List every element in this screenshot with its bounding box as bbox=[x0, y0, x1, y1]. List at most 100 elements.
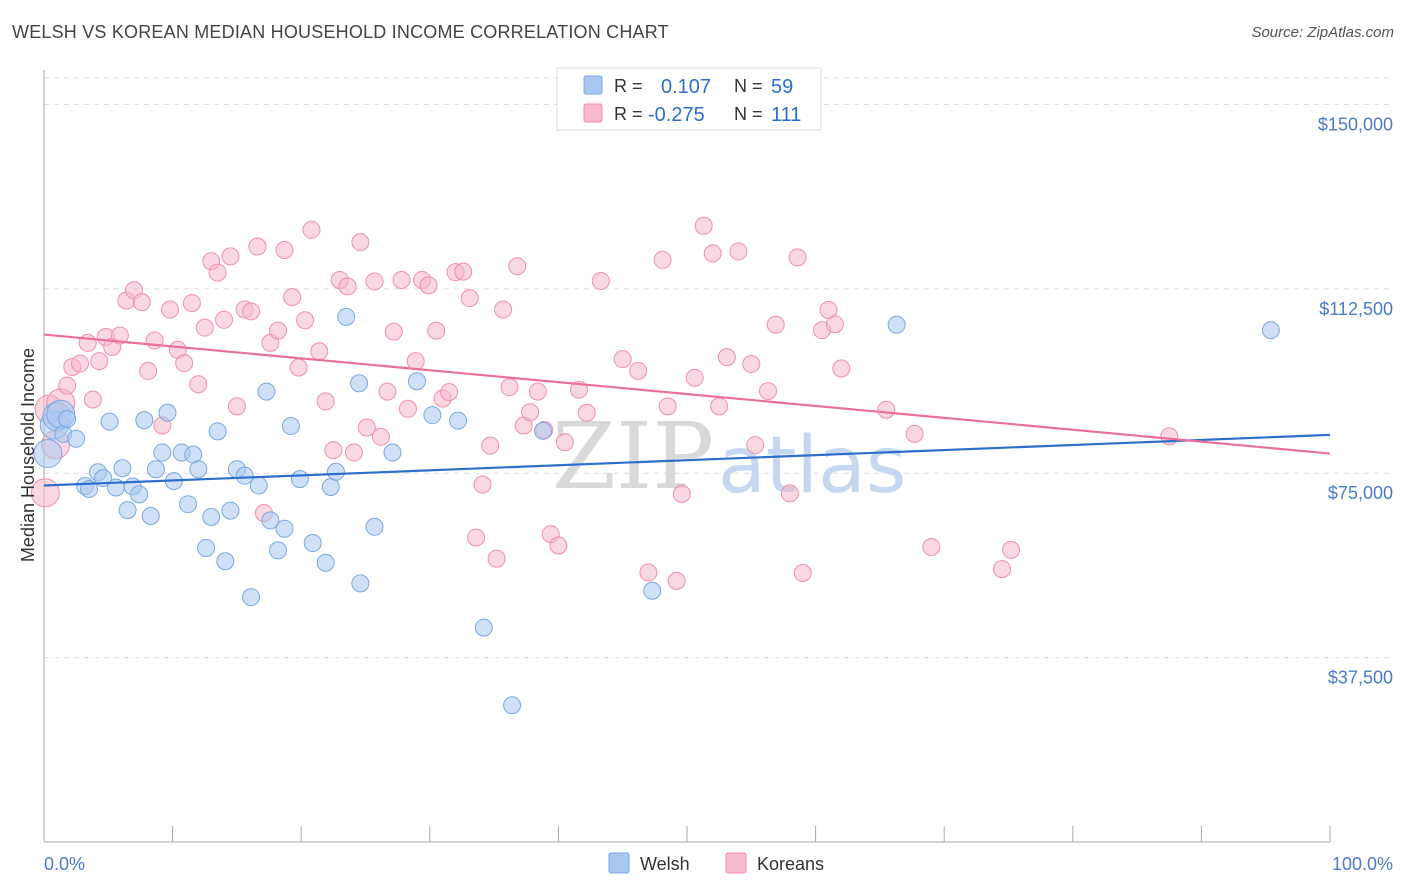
koreans-point bbox=[629, 361, 648, 380]
koreans-point bbox=[639, 563, 658, 582]
koreans-point bbox=[427, 321, 446, 340]
koreans-point bbox=[717, 348, 736, 367]
koreans-point bbox=[780, 484, 799, 503]
koreans-point bbox=[685, 368, 704, 387]
koreans-point bbox=[508, 257, 527, 276]
koreans-point bbox=[269, 321, 288, 340]
welsh-point bbox=[146, 460, 165, 479]
welsh-point bbox=[350, 374, 369, 393]
series-legend: Welsh Koreans bbox=[608, 852, 824, 874]
welsh-r-value: 0.107 bbox=[661, 76, 711, 98]
koreans-point bbox=[467, 528, 486, 547]
koreans-point bbox=[494, 300, 513, 319]
welsh-point bbox=[189, 460, 208, 479]
koreans-point bbox=[440, 383, 459, 402]
welsh-point bbox=[303, 534, 322, 553]
welsh-point bbox=[249, 476, 268, 495]
welsh-point bbox=[216, 552, 235, 571]
koreans-trend-line bbox=[43, 333, 1331, 455]
welsh-point bbox=[643, 581, 662, 600]
welsh-point bbox=[474, 618, 493, 637]
koreans-point bbox=[316, 392, 335, 411]
welsh-point bbox=[503, 696, 522, 715]
koreans-point bbox=[215, 310, 234, 329]
koreans-point bbox=[694, 216, 713, 235]
koreans-point bbox=[71, 354, 90, 373]
koreans-point bbox=[182, 294, 201, 313]
koreans-point bbox=[371, 427, 390, 446]
trend-lines bbox=[43, 333, 1331, 487]
koreans-point bbox=[289, 358, 308, 377]
koreans-point bbox=[746, 436, 765, 455]
koreans-point bbox=[338, 277, 357, 296]
welsh-stats-swatch bbox=[583, 75, 603, 95]
koreans-point bbox=[132, 293, 151, 312]
koreans-r-value: -0.275 bbox=[648, 104, 705, 126]
koreans-point bbox=[227, 397, 246, 416]
welsh-point bbox=[118, 501, 137, 520]
welsh-point bbox=[197, 538, 216, 557]
watermark-atlas: atlas bbox=[718, 421, 907, 511]
koreans-point bbox=[521, 403, 540, 422]
welsh-point bbox=[321, 477, 340, 496]
y-tick-label: $150,000 bbox=[1318, 114, 1393, 134]
y-tick-labels: $37,500 $75,000 $112,500 $150,000 bbox=[1318, 114, 1393, 687]
welsh-point bbox=[153, 443, 172, 462]
gridlines bbox=[44, 77, 1392, 659]
koreans-point bbox=[58, 376, 77, 395]
welsh-point bbox=[316, 553, 335, 572]
welsh-point bbox=[290, 470, 309, 489]
koreans-point bbox=[398, 399, 417, 418]
koreans-point bbox=[296, 311, 315, 330]
welsh-r-label: R = bbox=[614, 76, 643, 96]
koreans-point bbox=[742, 355, 761, 374]
koreans-point bbox=[189, 375, 208, 394]
koreans-point bbox=[351, 233, 370, 252]
source-label: Source: ZipAtlas.com bbox=[1251, 24, 1394, 41]
welsh-trend-line bbox=[43, 433, 1331, 487]
y-tick-label: $37,500 bbox=[1328, 668, 1393, 688]
welsh-point bbox=[67, 429, 86, 448]
koreans-point bbox=[528, 382, 547, 401]
welsh-point bbox=[113, 459, 132, 478]
koreans-point bbox=[591, 271, 610, 290]
koreans-point bbox=[90, 352, 109, 371]
welsh-point bbox=[887, 315, 906, 334]
welsh-point bbox=[269, 541, 288, 560]
koreans-point bbox=[302, 220, 321, 239]
data-points bbox=[30, 216, 1280, 715]
koreans-point bbox=[139, 361, 158, 380]
koreans-point bbox=[672, 484, 691, 503]
koreans-point bbox=[83, 390, 102, 409]
koreans-point bbox=[825, 315, 844, 334]
welsh-point bbox=[261, 511, 280, 530]
koreans-point bbox=[922, 537, 941, 556]
koreans-point bbox=[110, 326, 129, 345]
welsh-point bbox=[100, 412, 119, 431]
welsh-point bbox=[242, 588, 261, 607]
koreans-point bbox=[1002, 540, 1021, 559]
koreans-point bbox=[248, 237, 267, 256]
welsh-point bbox=[407, 372, 426, 391]
welsh-point bbox=[221, 501, 240, 520]
koreans-point bbox=[667, 571, 686, 590]
chart-title: WELSH VS KOREAN MEDIAN HOUSEHOLD INCOME … bbox=[12, 22, 669, 42]
welsh-point bbox=[235, 466, 254, 485]
koreans-point bbox=[344, 443, 363, 462]
stats-legend: R = 0.107 N = 59 R = -0.275 N = 111 bbox=[556, 67, 822, 131]
welsh-n-label: N = bbox=[734, 76, 763, 96]
welsh-point bbox=[1261, 321, 1280, 340]
welsh-point bbox=[58, 410, 77, 429]
welsh-point bbox=[179, 495, 198, 514]
welsh-point bbox=[423, 406, 442, 425]
koreans-point bbox=[549, 536, 568, 555]
welsh-point bbox=[208, 422, 227, 441]
koreans-legend-label: Koreans bbox=[757, 854, 824, 874]
koreans-point bbox=[759, 382, 778, 401]
koreans-point bbox=[653, 250, 672, 269]
koreans-point bbox=[555, 433, 574, 452]
welsh-legend-swatch bbox=[608, 852, 630, 874]
koreans-point bbox=[454, 262, 473, 281]
koreans-point bbox=[500, 378, 519, 397]
